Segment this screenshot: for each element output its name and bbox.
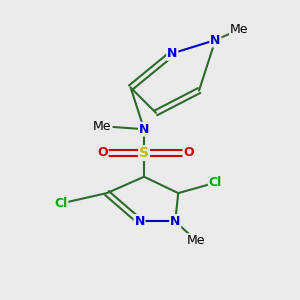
Text: Me: Me	[230, 23, 248, 36]
Text: N: N	[167, 47, 178, 60]
Text: Cl: Cl	[54, 197, 68, 210]
Text: O: O	[97, 146, 108, 160]
Text: N: N	[170, 215, 181, 228]
Text: S: S	[139, 146, 149, 160]
Text: O: O	[183, 146, 194, 160]
Text: N: N	[134, 215, 145, 228]
Text: N: N	[210, 34, 220, 46]
Text: Me: Me	[93, 120, 112, 133]
Text: N: N	[139, 123, 149, 136]
Text: Me: Me	[187, 234, 205, 247]
Text: Cl: Cl	[209, 176, 222, 189]
